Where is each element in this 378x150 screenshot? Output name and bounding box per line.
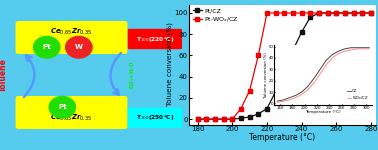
Pt/CZ xyxy=(334,12,339,14)
Pt/CZ xyxy=(360,12,364,14)
Pt-WO$_x$/CZ xyxy=(256,55,260,56)
Pt/CZ xyxy=(265,108,269,109)
Pt/CZ xyxy=(204,118,209,120)
Pt-WO$_x$/CZ xyxy=(282,12,287,14)
Pt/CZ xyxy=(317,12,321,14)
Pt-WO$_x$/CZ xyxy=(230,118,235,120)
Pt/CZ xyxy=(291,49,295,51)
Pt/CZ xyxy=(239,117,243,119)
Pt/CZ xyxy=(325,12,330,14)
Text: CO$_2$+H$_2$O: CO$_2$+H$_2$O xyxy=(128,61,137,89)
Pt-WO$_x$/CZ xyxy=(195,118,200,120)
Pt/CZ xyxy=(213,118,217,120)
Line: Pt-WO$_x$/CZ: Pt-WO$_x$/CZ xyxy=(196,11,372,121)
Pt-WO$_x$/CZ xyxy=(291,12,295,14)
FancyBboxPatch shape xyxy=(128,29,182,49)
Pt-WO$_x$/CZ xyxy=(325,12,330,14)
Text: Ce$_{0.65}$Zr$_{0.35}$: Ce$_{0.65}$Zr$_{0.35}$ xyxy=(50,27,93,37)
Pt/CZ xyxy=(247,116,252,118)
Pt-WO$_x$/CZ xyxy=(204,118,209,120)
Pt-WO$_x$/CZ xyxy=(299,12,304,14)
Circle shape xyxy=(49,96,76,118)
Pt-WO$_x$/CZ xyxy=(222,118,226,120)
Pt/CZ xyxy=(299,31,304,33)
Pt-WO$_x$/CZ xyxy=(265,12,269,14)
Pt/CZ xyxy=(308,16,313,18)
Pt/CZ xyxy=(369,12,373,14)
FancyBboxPatch shape xyxy=(15,21,127,54)
Legend: Pt/CZ, Pt-WO$_x$/CZ: Pt/CZ, Pt-WO$_x$/CZ xyxy=(192,8,239,24)
Text: Toluene: Toluene xyxy=(0,58,8,92)
Pt-WO$_x$/CZ xyxy=(334,12,339,14)
Pt/CZ xyxy=(342,12,347,14)
Text: W: W xyxy=(75,44,83,50)
Text: Pt: Pt xyxy=(42,44,51,50)
Pt-WO$_x$/CZ xyxy=(213,118,217,120)
Pt-WO$_x$/CZ xyxy=(247,90,252,91)
Pt/CZ xyxy=(282,69,287,71)
Pt/CZ xyxy=(230,118,235,120)
Pt-WO$_x$/CZ xyxy=(369,12,373,14)
Circle shape xyxy=(66,36,92,58)
Pt-WO$_x$/CZ xyxy=(239,108,243,109)
Line: Pt/CZ: Pt/CZ xyxy=(196,11,372,121)
X-axis label: Temperature (°C): Temperature (°C) xyxy=(305,110,341,114)
Pt/CZ xyxy=(195,118,200,120)
Pt/CZ xyxy=(351,12,356,14)
Pt-WO$_x$/CZ xyxy=(317,12,321,14)
Text: Pt: Pt xyxy=(58,104,67,110)
Pt-WO$_x$/CZ xyxy=(342,12,347,14)
Pt/CZ xyxy=(273,91,278,93)
Y-axis label: Toluene conversion (%): Toluene conversion (%) xyxy=(166,22,173,106)
Legend: CZ, WO$_x$/CZ: CZ, WO$_x$/CZ xyxy=(345,88,370,103)
Pt/CZ xyxy=(256,113,260,115)
FancyBboxPatch shape xyxy=(128,108,182,128)
Text: Ce$_{0.65}$Zr$_{0.35}$: Ce$_{0.65}$Zr$_{0.35}$ xyxy=(50,113,93,123)
Text: T$_{100}$(250°C): T$_{100}$(250°C) xyxy=(136,113,174,122)
X-axis label: Temperature (°C): Temperature (°C) xyxy=(249,133,316,142)
Pt-WO$_x$/CZ xyxy=(273,12,278,14)
Pt-WO$_x$/CZ xyxy=(351,12,356,14)
Pt/CZ xyxy=(222,118,226,120)
Y-axis label: Toluene conversion (%): Toluene conversion (%) xyxy=(264,52,268,98)
Circle shape xyxy=(34,36,60,58)
Pt-WO$_x$/CZ xyxy=(308,12,313,14)
Pt-WO$_x$/CZ xyxy=(360,12,364,14)
FancyBboxPatch shape xyxy=(15,96,127,129)
Text: T$_{100}$(220°C): T$_{100}$(220°C) xyxy=(136,34,174,43)
